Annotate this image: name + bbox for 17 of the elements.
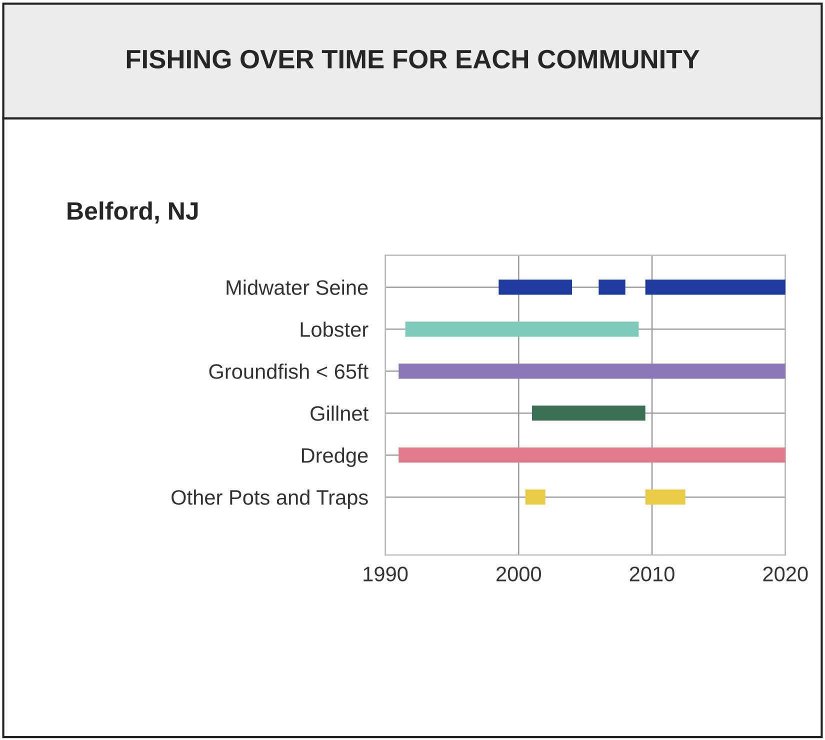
y-tick-label: Dredge <box>302 448 368 467</box>
x-tick-label: 1990 <box>364 566 408 582</box>
chart-title: FISHING OVER TIME FOR EACH COMMUNITY <box>126 50 700 69</box>
y-tick-label: Gillnet <box>310 406 368 421</box>
y-tick-label: Midwater Seine <box>226 280 368 295</box>
bar <box>398 448 786 463</box>
text: Belford, NJ <box>68 201 198 224</box>
bar <box>532 406 646 421</box>
bar <box>405 322 639 337</box>
x-tick-label: 2010 <box>630 566 674 582</box>
bar <box>645 280 786 295</box>
y-tick-label: Other Pots and Traps <box>172 490 368 509</box>
y-tick-label: Lobster <box>300 322 368 337</box>
x-tick-label: 2000 <box>496 566 542 582</box>
bar <box>398 364 786 379</box>
y-tick-label: Groundfish < 65ft <box>209 364 368 379</box>
x-tick-label: 2020 <box>763 566 808 582</box>
